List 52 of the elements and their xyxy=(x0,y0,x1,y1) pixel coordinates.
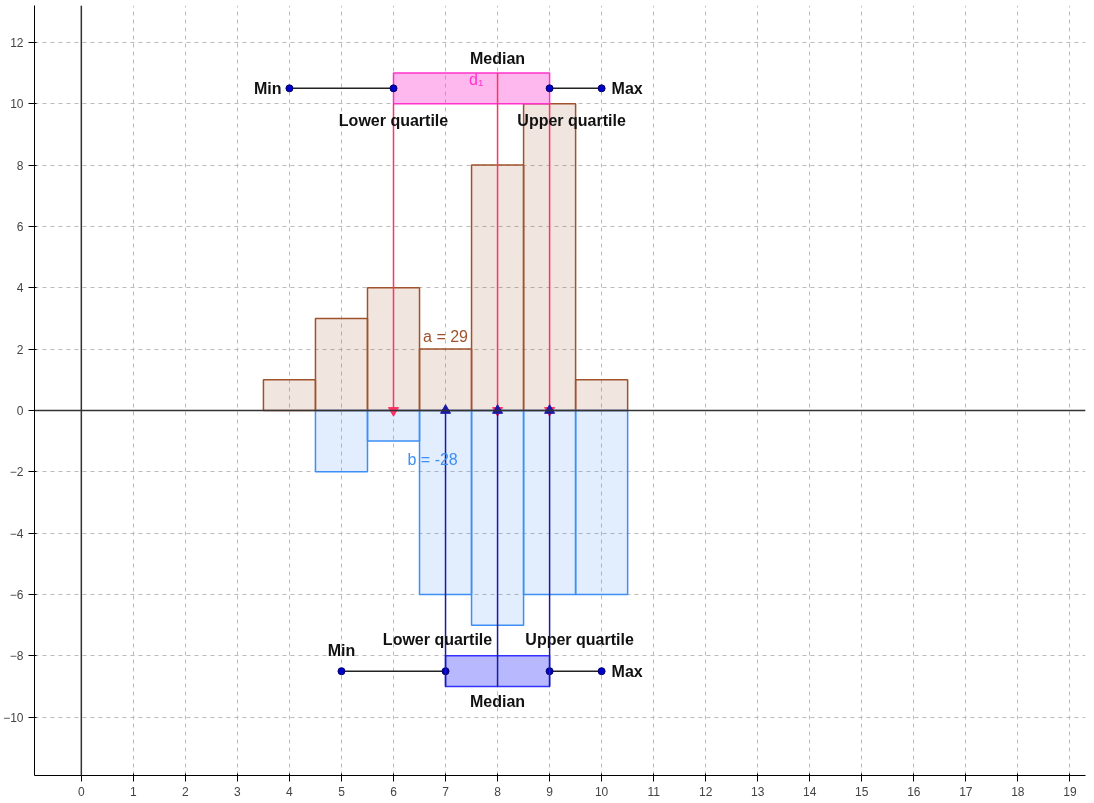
x-tick-label: 18 xyxy=(1011,784,1025,799)
annotation: a = 29 xyxy=(423,328,469,346)
x-tick-label: 1 xyxy=(130,784,138,799)
x-tick-label: 3 xyxy=(234,784,242,799)
x-tick-label: 5 xyxy=(338,784,346,799)
bar xyxy=(522,409,577,596)
x-tick-label: 2 xyxy=(182,784,190,799)
annotation: d₁ xyxy=(469,70,484,88)
bar xyxy=(314,409,369,473)
y-tick-label: 12 xyxy=(10,35,24,50)
y-tick-label: 4 xyxy=(16,281,24,296)
bar xyxy=(366,286,421,412)
x-tick-label: 17 xyxy=(959,784,973,799)
x-tick-label: 7 xyxy=(442,784,450,799)
y-tick-label: 0 xyxy=(16,403,24,418)
x-tick-label: 14 xyxy=(803,784,817,799)
x-tick-label: 15 xyxy=(855,784,869,799)
y-tick-label: −10 xyxy=(3,710,24,725)
bar xyxy=(314,317,369,412)
bar xyxy=(418,409,473,596)
bar xyxy=(418,348,473,412)
y-tick-label: 2 xyxy=(16,342,24,357)
x-tick-label: 6 xyxy=(390,784,398,799)
bar xyxy=(262,379,317,412)
bar xyxy=(574,379,629,412)
y-tick-label: −6 xyxy=(9,588,24,602)
bar xyxy=(574,409,629,596)
x-tick-label: 9 xyxy=(546,784,554,799)
annotation: Median xyxy=(470,692,526,710)
annotation: Max xyxy=(611,662,643,680)
y-tick-label: −4 xyxy=(9,526,24,541)
x-tick-label: 10 xyxy=(594,784,609,799)
bar xyxy=(470,409,525,626)
bar xyxy=(470,164,525,412)
y-tick-label: −2 xyxy=(9,465,24,480)
x-tick-label: 19 xyxy=(1063,784,1077,799)
annotation: Min xyxy=(327,642,356,660)
y-tick-label: 10 xyxy=(10,97,24,112)
x-tick-label: 4 xyxy=(286,784,294,799)
x-tick-label: 13 xyxy=(751,784,765,799)
x-tick-label: 16 xyxy=(907,784,921,799)
annotation: Min xyxy=(253,79,282,97)
annotation: Median xyxy=(470,49,526,67)
x-tick-label: 12 xyxy=(699,784,713,799)
x-tick-label: 0 xyxy=(77,784,85,799)
x-tick-label: 11 xyxy=(647,784,661,799)
y-tick-label: −8 xyxy=(9,649,24,664)
bar xyxy=(366,409,421,442)
y-tick-label: 8 xyxy=(16,158,24,173)
annotation: Max xyxy=(611,79,643,97)
y-tick-label: 6 xyxy=(16,219,24,234)
x-tick-label: 8 xyxy=(494,784,502,799)
